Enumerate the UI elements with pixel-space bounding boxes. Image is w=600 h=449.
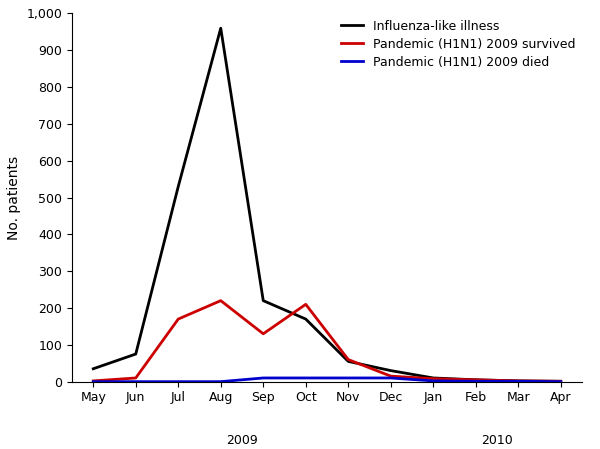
Pandemic (H1N1) 2009 survived xyxy=(132,375,139,381)
Pandemic (H1N1) 2009 died xyxy=(387,375,394,381)
Y-axis label: No. patients: No. patients xyxy=(7,155,21,240)
Pandemic (H1N1) 2009 died xyxy=(260,375,267,381)
Pandemic (H1N1) 2009 survived xyxy=(260,331,267,336)
Text: 2009: 2009 xyxy=(226,435,258,447)
Line: Pandemic (H1N1) 2009 survived: Pandemic (H1N1) 2009 survived xyxy=(93,301,561,381)
Pandemic (H1N1) 2009 died xyxy=(89,379,97,384)
Influenza-like illness xyxy=(260,298,267,304)
Pandemic (H1N1) 2009 survived xyxy=(344,357,352,362)
Influenza-like illness xyxy=(515,378,522,383)
Influenza-like illness xyxy=(175,184,182,189)
Influenza-like illness xyxy=(132,351,139,357)
Influenza-like illness xyxy=(472,377,479,383)
Influenza-like illness xyxy=(430,375,437,381)
Influenza-like illness xyxy=(344,359,352,364)
Text: 2010: 2010 xyxy=(481,435,513,447)
Influenza-like illness xyxy=(89,366,97,371)
Pandemic (H1N1) 2009 died xyxy=(132,379,139,384)
Pandemic (H1N1) 2009 survived xyxy=(515,378,522,383)
Pandemic (H1N1) 2009 survived xyxy=(387,374,394,379)
Pandemic (H1N1) 2009 died xyxy=(344,375,352,381)
Line: Pandemic (H1N1) 2009 died: Pandemic (H1N1) 2009 died xyxy=(93,378,561,382)
Pandemic (H1N1) 2009 survived xyxy=(217,298,224,304)
Influenza-like illness xyxy=(387,368,394,373)
Pandemic (H1N1) 2009 died xyxy=(175,379,182,384)
Legend: Influenza-like illness, Pandemic (H1N1) 2009 survived, Pandemic (H1N1) 2009 died: Influenza-like illness, Pandemic (H1N1) … xyxy=(341,20,576,69)
Pandemic (H1N1) 2009 died xyxy=(472,379,479,384)
Influenza-like illness xyxy=(217,26,224,31)
Pandemic (H1N1) 2009 died xyxy=(302,375,310,381)
Pandemic (H1N1) 2009 survived xyxy=(557,379,565,384)
Pandemic (H1N1) 2009 survived xyxy=(430,376,437,381)
Influenza-like illness xyxy=(302,317,310,322)
Pandemic (H1N1) 2009 died xyxy=(430,378,437,383)
Pandemic (H1N1) 2009 died xyxy=(557,379,565,384)
Influenza-like illness xyxy=(557,379,565,384)
Pandemic (H1N1) 2009 survived xyxy=(302,302,310,307)
Line: Influenza-like illness: Influenza-like illness xyxy=(93,28,561,381)
Pandemic (H1N1) 2009 died xyxy=(515,379,522,384)
Pandemic (H1N1) 2009 died xyxy=(217,379,224,384)
Pandemic (H1N1) 2009 survived xyxy=(472,377,479,383)
Pandemic (H1N1) 2009 survived xyxy=(89,378,97,383)
Pandemic (H1N1) 2009 survived xyxy=(175,317,182,322)
